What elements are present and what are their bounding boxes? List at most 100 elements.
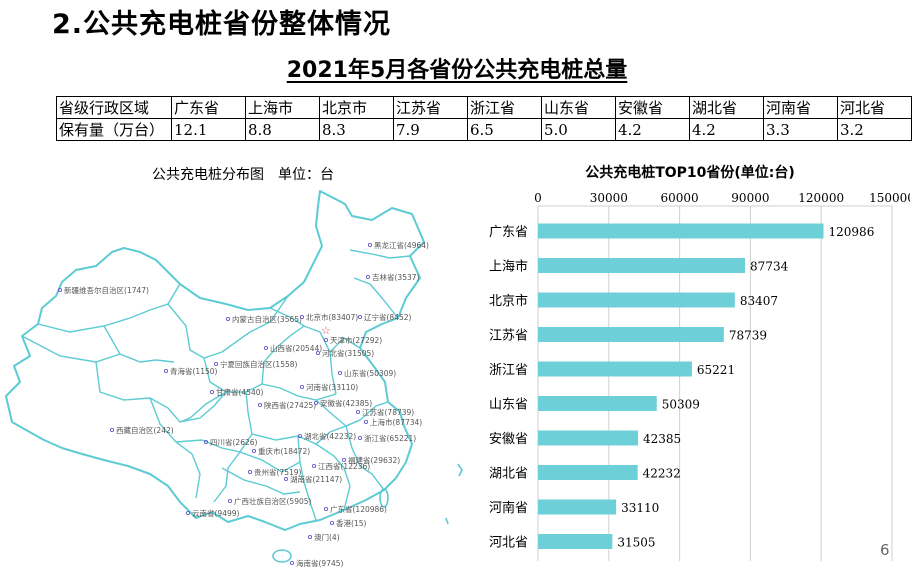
value-cell: 12.1 (171, 118, 246, 141)
province-marker (213, 361, 219, 367)
province-marker (57, 287, 63, 293)
category-label: 浙江省 (489, 363, 528, 378)
value-cell: 7.9 (393, 118, 468, 141)
province-label: 云南省(9499) (192, 508, 240, 518)
province-marker (311, 463, 317, 469)
data-label: 50309 (662, 398, 700, 412)
province-label: 青海省(1150) (170, 366, 218, 376)
province-cell: 上海市 (245, 96, 320, 119)
province-marker (283, 476, 289, 482)
data-label: 120986 (829, 225, 875, 239)
province-cell: 河北省 (837, 96, 912, 119)
province-marker (263, 345, 269, 351)
bar (538, 534, 613, 549)
category-label: 北京市 (489, 293, 528, 309)
bar (538, 430, 639, 446)
data-label: 78739 (729, 329, 767, 343)
x-tick-label: 0 (534, 191, 542, 205)
province-marker (341, 457, 347, 463)
province-label: 河北省(31505) (322, 348, 374, 358)
province-label: 天津市(27292) (330, 335, 382, 345)
bar (538, 223, 824, 239)
map-labels: 黑龙江省(4964) 吉林省(3537) 新疆维吾尔自治区(1747) 内蒙古自治区(… (57, 240, 429, 568)
slide-heading: 2.公共充电桩省份整体情况 (52, 9, 392, 40)
province-marker (357, 435, 363, 441)
value-cell: 6.5 (467, 118, 542, 141)
slide-subtitle-wrap: 2021年5月各省份公共充电桩总量 (0, 52, 914, 84)
province-label: 甘肃省(4540) (216, 387, 264, 397)
province-marker (323, 506, 329, 512)
province-marker (299, 384, 305, 390)
province-marker (247, 469, 253, 475)
x-axis-ticks: 0 30000 60000 90000 120000 150000 (534, 191, 910, 205)
province-marker (329, 520, 335, 526)
province-marker (307, 534, 313, 540)
province-label: 山西省(20544) (270, 343, 322, 353)
province-marker (163, 368, 169, 374)
province-label: 辽宁省(8452) (364, 312, 412, 322)
province-label: 重庆市(18472) (258, 446, 310, 456)
x-tick-label: 60000 (661, 191, 699, 205)
top10-bar-chart: 0 30000 60000 90000 120000 150000 广东省上海市北京市江苏… (489, 191, 910, 561)
value-cell: 8.3 (319, 118, 394, 141)
province-cell: 广东省 (171, 96, 246, 119)
province-cell: 江苏省 (393, 96, 468, 119)
province-label: 吉林省(3537) (372, 272, 420, 282)
value-labels: 120986 87734 83407 78739 65221 50309 42385 4223… (617, 225, 874, 550)
chart-title: 公共充电桩TOP10省份(单位:台) (585, 165, 795, 181)
data-label: 42232 (643, 467, 681, 481)
province-label: 河南省(33110) (306, 382, 358, 392)
province-cell: 河南省 (763, 96, 838, 119)
province-marker (323, 337, 329, 343)
province-label: 浙江省(65221) (364, 433, 416, 443)
bar (538, 499, 617, 515)
value-row: 保有量（万台） 12.1 8.8 8.3 7.9 6.5 5.0 4.2 4.2… (56, 118, 912, 141)
data-label: 83407 (740, 294, 778, 308)
province-marker (297, 433, 303, 439)
value-cell: 4.2 (689, 118, 764, 141)
bar (538, 292, 735, 308)
province-marker (365, 274, 371, 280)
province-row: 省级行政区域 广东省 上海市 北京市 江苏省 浙江省 山东省 安徽省 湖北省 河… (56, 96, 912, 119)
china-map: ☆ 黑龙江省(4964) 吉林省(3537) 新疆维吾尔自治区(1747) 内蒙古自治… (5, 190, 463, 568)
province-label: 黑龙江省(4964) (374, 240, 429, 250)
province-marker (257, 402, 263, 408)
category-label: 湖北省 (489, 467, 528, 482)
bar (538, 465, 638, 480)
chart-bars (538, 223, 824, 549)
data-label: 42385 (643, 432, 681, 446)
bar (538, 327, 724, 342)
province-label: 福建省(29632) (348, 455, 400, 465)
map-province-borders (21, 249, 411, 521)
province-cell: 安徽省 (615, 96, 690, 119)
province-label: 香港(15) (336, 518, 366, 528)
province-label: 安徽省(42385) (320, 398, 372, 408)
province-label: 陕西省(27425) (264, 400, 316, 410)
province-label: 海南省(9745) (296, 558, 344, 568)
svg-text:☆: ☆ (321, 324, 331, 337)
province-label: 四川省(2626) (210, 437, 258, 447)
province-label: 江苏省(78739) (362, 407, 414, 417)
data-label: 65221 (697, 363, 735, 377)
province-label: 新疆维吾尔自治区(1747) (64, 285, 149, 295)
data-label: 33110 (621, 501, 659, 515)
province-label: 贵州省(7519) (254, 467, 302, 477)
province-cell: 湖北省 (689, 96, 764, 119)
province-label: 广西壮族自治区(5905) (234, 496, 312, 506)
data-label: 87734 (750, 260, 789, 274)
capital-star: ☆ (321, 324, 331, 337)
category-label: 江苏省 (489, 328, 528, 344)
province-label: 上海市(87734) (370, 417, 422, 427)
province-marker (355, 409, 361, 415)
value-cell: 3.2 (837, 118, 912, 141)
province-marker (251, 448, 257, 454)
province-marker (363, 419, 369, 425)
province-marker (289, 560, 295, 566)
data-label: 31505 (617, 536, 655, 550)
value-cell: 8.8 (245, 118, 320, 141)
province-marker (299, 314, 305, 320)
province-label: 湖北省(42232) (304, 431, 356, 441)
province-label: 澳门(4) (314, 532, 340, 542)
province-marker (313, 400, 319, 406)
